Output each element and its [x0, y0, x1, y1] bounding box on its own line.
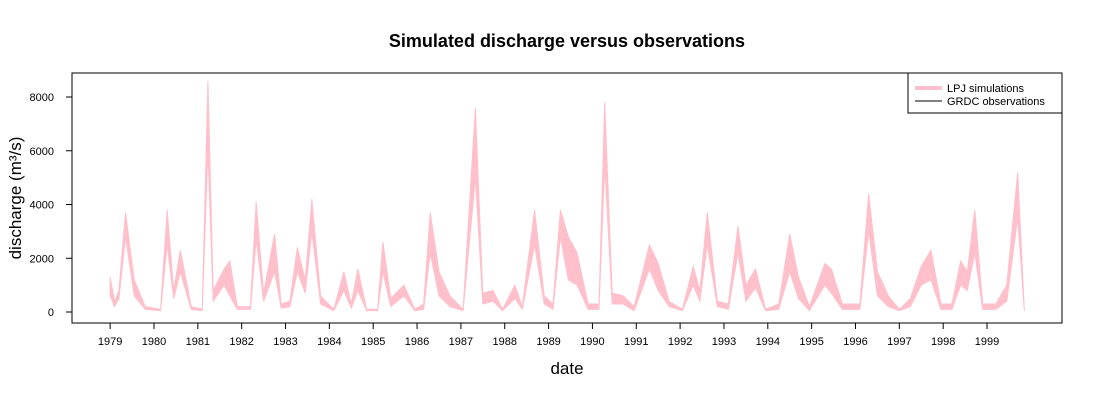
x-tick-label: 1989	[536, 336, 560, 348]
x-tick-label: 1991	[624, 336, 648, 348]
x-tick-label: 1986	[405, 336, 429, 348]
x-tick-label: 1988	[492, 336, 516, 348]
x-tick-label: 1981	[186, 336, 210, 348]
x-tick-label: 1990	[580, 336, 604, 348]
x-tick-label: 1998	[931, 336, 955, 348]
y-tick-label: 4000	[30, 200, 54, 212]
x-tick-label: 1992	[668, 336, 692, 348]
y-tick-label: 8000	[30, 92, 54, 104]
x-tick-label: 1996	[843, 336, 867, 348]
y-tick-label: 2000	[30, 253, 54, 265]
x-tick-label: 1999	[975, 336, 999, 348]
x-tick-label: 1994	[756, 336, 780, 348]
y-tick-label: 0	[48, 307, 54, 319]
plot-frame	[71, 72, 1063, 324]
x-tick-label: 1985	[361, 336, 385, 348]
y-tick-label: 6000	[30, 146, 54, 158]
x-tick-label: 1987	[449, 336, 473, 348]
x-tick-label: 1979	[98, 336, 122, 348]
x-axis-label: date	[550, 359, 583, 378]
legend-box	[907, 72, 1063, 114]
legend-label: GRDC observations	[947, 96, 1045, 108]
x-tick-label: 1980	[142, 336, 166, 348]
x-tick-label: 1983	[273, 336, 297, 348]
chart-title: Simulated discharge versus observations	[389, 31, 745, 51]
y-axis-label: discharge (m³/s)	[6, 137, 25, 260]
x-tick-label: 1982	[229, 336, 253, 348]
x-tick-label: 1997	[887, 336, 911, 348]
legend-label: LPJ simulations	[947, 83, 1025, 95]
x-tick-label: 1993	[712, 336, 736, 348]
x-tick-label: 1995	[799, 336, 823, 348]
x-tick-label: 1984	[317, 336, 341, 348]
simulation-band	[109, 80, 1025, 312]
